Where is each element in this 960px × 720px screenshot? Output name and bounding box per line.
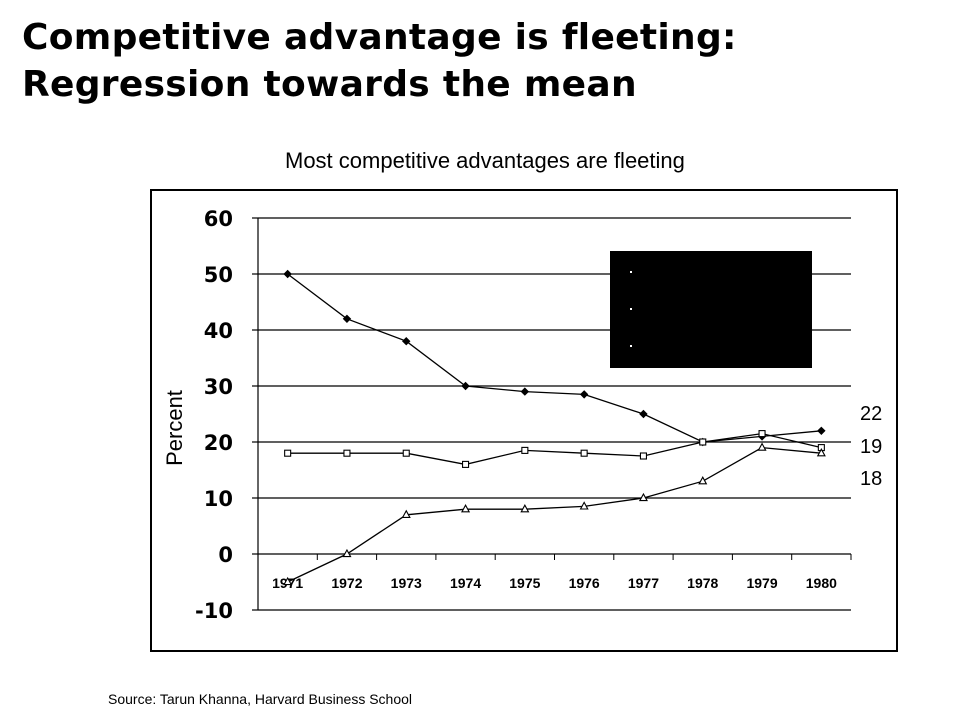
data-point (283, 576, 293, 586)
x-tick-label: 1973 (391, 575, 422, 591)
legend-marker (630, 345, 632, 347)
data-point (580, 449, 588, 457)
data-point (758, 430, 766, 438)
slide-title-line-2: Regression towards the mean (22, 64, 637, 105)
data-point (342, 548, 352, 558)
series-line (287, 432, 822, 466)
data-point (342, 314, 352, 324)
data-point (461, 504, 471, 513)
data-point (402, 336, 411, 346)
data-point (520, 387, 530, 396)
x-tick-label: 1980 (806, 575, 837, 591)
y-tick-label: 40 (204, 319, 233, 343)
data-point (283, 269, 292, 279)
y-tick-label: 30 (204, 375, 233, 399)
data-point (402, 449, 410, 457)
x-tick-label: 1979 (746, 575, 777, 591)
data-point (639, 409, 648, 419)
end-value-label: 18 (860, 468, 883, 490)
series-line (287, 446, 822, 583)
slide-title-line-1: Competitive advantage is fleeting: (22, 17, 737, 58)
x-tick-label: 1977 (628, 575, 659, 591)
data-point (699, 438, 707, 446)
x-tick-label: 1976 (569, 575, 600, 591)
end-value-label: 19 (860, 436, 883, 458)
legend (610, 251, 812, 368)
x-tick-label: 1975 (509, 575, 540, 591)
y-tick-label: 20 (204, 431, 233, 455)
y-tick-label: 60 (204, 207, 233, 231)
legend-marker (630, 308, 632, 310)
y-tick-label: -10 (195, 599, 233, 623)
source-note: Source: Tarun Khanna, Harvard Business S… (108, 691, 413, 707)
y-tick-label: 10 (204, 487, 233, 511)
x-tick-label: 1972 (331, 575, 362, 591)
end-value-label: 22 (860, 403, 883, 425)
series-line (287, 273, 822, 443)
chart-frame (150, 189, 898, 652)
data-point (520, 504, 530, 513)
x-tick-label: 1978 (687, 575, 718, 591)
data-point (461, 460, 470, 468)
y-tick-label: 0 (218, 543, 233, 567)
data-point (816, 448, 826, 457)
data-point (521, 446, 529, 454)
data-point (757, 442, 767, 451)
data-point (579, 390, 589, 399)
data-point (698, 476, 708, 485)
data-point (284, 449, 292, 457)
y-tick-label: 50 (204, 263, 233, 287)
data-point (638, 492, 648, 502)
data-point (343, 449, 351, 457)
data-point (639, 452, 648, 460)
slide-title: Competitive advantage is fleeting: Regre… (22, 14, 737, 108)
data-point (461, 381, 470, 391)
legend-marker (630, 271, 632, 273)
x-tick-label: 1974 (450, 575, 481, 591)
data-point (579, 501, 589, 510)
data-point (817, 426, 826, 436)
y-axis-label: Percent (162, 390, 187, 466)
data-point (401, 509, 411, 518)
chart-title: Most competitive advantages are fleeting (285, 148, 685, 173)
